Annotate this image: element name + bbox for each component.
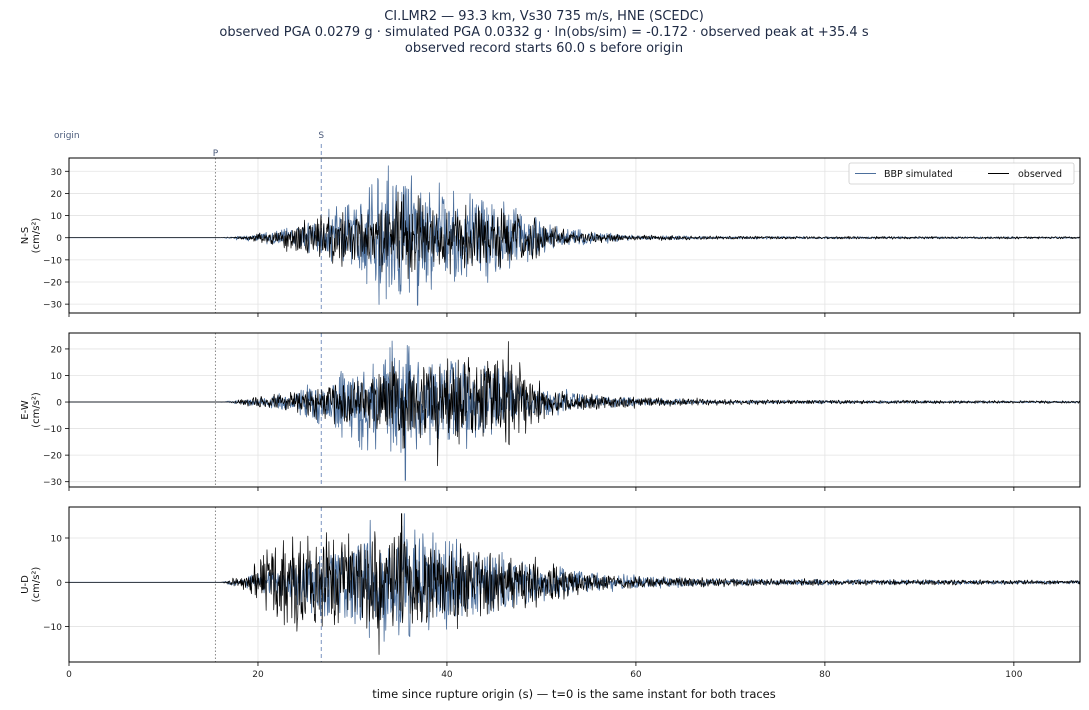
x-tick-label: 40 <box>441 670 453 680</box>
figure-title: CI.LMR2 — 93.3 km, Vs30 735 m/s, HNE (SC… <box>219 9 868 56</box>
title-line-2: observed PGA 0.0279 g · simulated PGA 0.… <box>219 25 868 40</box>
y-tick-label: −20 <box>43 452 62 462</box>
panel-frame <box>68 157 1081 314</box>
simulated-trace <box>69 340 1081 481</box>
marker-label-s: S <box>318 131 324 141</box>
x-tick-label: 100 <box>1005 670 1022 680</box>
simulated-trace <box>69 165 1081 306</box>
y-axis-label-line: (cm/s²) <box>31 218 42 254</box>
y-axis-label: E-W(cm/s²) <box>20 392 42 428</box>
y-tick-label: −10 <box>43 623 62 633</box>
x-tick-label: 80 <box>819 670 831 680</box>
panel-frame <box>68 506 1081 663</box>
x-tick-label: 20 <box>252 670 264 680</box>
marker-label-p: P <box>213 149 219 159</box>
title-line-3: observed record starts 60.0 s before ori… <box>405 41 683 56</box>
legend: BBP simulated observed <box>848 162 1075 185</box>
x-axis-label: time since rupture origin (s) — t=0 is t… <box>372 687 776 701</box>
x-tick-label: 0 <box>66 670 72 680</box>
y-tick-label: −10 <box>43 425 62 435</box>
y-axis-label: N-S(cm/s²) <box>20 218 42 254</box>
legend-label-simulated: BBP simulated <box>884 169 953 180</box>
y-tick-label: −30 <box>43 301 62 311</box>
y-tick-label: 0 <box>56 399 62 409</box>
panel-frame <box>68 332 1081 488</box>
panel-n-s: −30 −20 −10 0 10 20 30 N-S(cm/s²) BBP simulated o… <box>20 144 1081 317</box>
y-axis-label-line: U-D <box>20 575 31 594</box>
legend-box <box>848 162 1075 185</box>
y-axis-label-line: N-S <box>20 227 31 244</box>
simulated-trace <box>69 513 1081 642</box>
panel-e-w: −30 −20 −10 0 10 20 E-W(cm/s²) <box>20 332 1081 491</box>
y-tick-label: −30 <box>43 478 62 488</box>
marker-label-origin: origin <box>54 131 80 141</box>
title-line-1: CI.LMR2 — 93.3 km, Vs30 735 m/s, HNE (SC… <box>384 9 704 24</box>
y-axis-label-line: E-W <box>20 400 31 420</box>
observed-trace <box>69 191 1081 280</box>
y-tick-label: −10 <box>43 256 62 266</box>
y-tick-label: 10 <box>51 535 63 545</box>
y-tick-label: 0 <box>56 234 62 244</box>
observed-trace <box>69 341 1081 467</box>
y-tick-label: −20 <box>43 279 62 289</box>
y-axis-label-line: (cm/s²) <box>31 392 42 428</box>
x-tick-label: 60 <box>630 670 642 680</box>
observed-trace <box>69 513 1081 655</box>
y-tick-label: 20 <box>51 190 63 200</box>
y-tick-label: 0 <box>56 579 62 589</box>
y-tick-label: 10 <box>51 212 63 222</box>
legend-label-observed: observed <box>1018 169 1062 180</box>
y-axis-label: U-D(cm/s²) <box>20 567 42 603</box>
y-tick-label: 30 <box>51 168 63 178</box>
y-tick-label: 20 <box>51 345 63 355</box>
y-axis-label-line: (cm/s²) <box>31 567 42 603</box>
y-tick-label: 10 <box>51 372 63 382</box>
